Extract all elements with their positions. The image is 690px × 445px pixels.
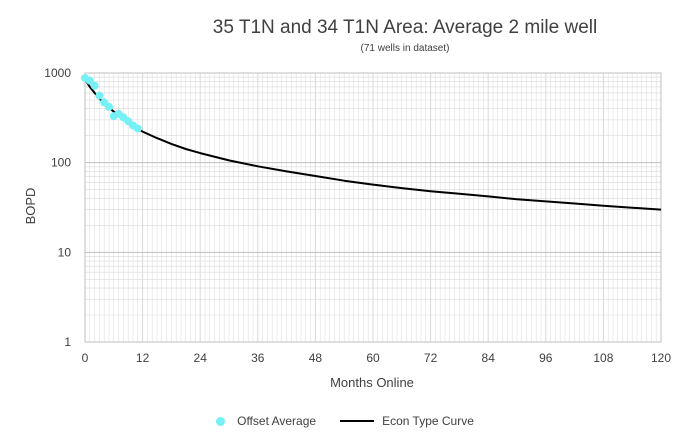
legend: Offset Average Econ Type Curve xyxy=(0,414,690,428)
chart-subtitle: (71 wells in dataset) xyxy=(360,43,450,54)
offset-point xyxy=(95,91,104,100)
x-tick-label: 84 xyxy=(482,351,496,365)
legend-label-curve: Econ Type Curve xyxy=(382,414,474,428)
y-tick-label: 10 xyxy=(58,245,72,259)
x-tick-label: 120 xyxy=(651,351,671,365)
y-tick-label: 1 xyxy=(64,335,71,349)
x-tick-label: 36 xyxy=(251,351,265,365)
chart-title: 35 T1N and 34 T1N Area: Average 2 mile w… xyxy=(212,17,598,38)
plot-frame xyxy=(84,72,662,343)
legend-item-curve: Econ Type Curve xyxy=(340,414,474,428)
x-tick-label: 96 xyxy=(539,351,553,365)
offset-points-layer xyxy=(81,73,142,133)
y-tick-labels: 1 10 100 1000 xyxy=(44,66,71,349)
y-axis-label: BOPD xyxy=(23,188,38,225)
offset-point xyxy=(90,81,99,90)
legend-label-offset: Offset Average xyxy=(237,414,317,428)
x-tick-label: 0 xyxy=(82,351,89,365)
y-tick-label: 1000 xyxy=(44,66,71,80)
legend-marker-offset xyxy=(216,416,226,426)
y-tick-label: 100 xyxy=(51,156,71,170)
offset-point xyxy=(133,124,142,133)
x-tick-label: 24 xyxy=(194,351,208,365)
offset-point xyxy=(85,76,94,85)
x-tick-label: 48 xyxy=(309,351,323,365)
legend-item-offset: Offset Average xyxy=(216,414,316,428)
offset-point xyxy=(105,102,113,111)
x-tick-labels: 0 12 24 36 48 60 72 84 96 108 120 xyxy=(82,351,672,365)
x-tick-label: 60 xyxy=(366,351,380,365)
x-tick-label: 12 xyxy=(136,351,150,365)
x-tick-label: 108 xyxy=(593,351,613,365)
x-tick-label: 72 xyxy=(424,351,438,365)
x-axis-label: Months Online xyxy=(330,375,414,390)
legend-marker-curve xyxy=(340,419,375,423)
grid-lines xyxy=(84,72,662,343)
